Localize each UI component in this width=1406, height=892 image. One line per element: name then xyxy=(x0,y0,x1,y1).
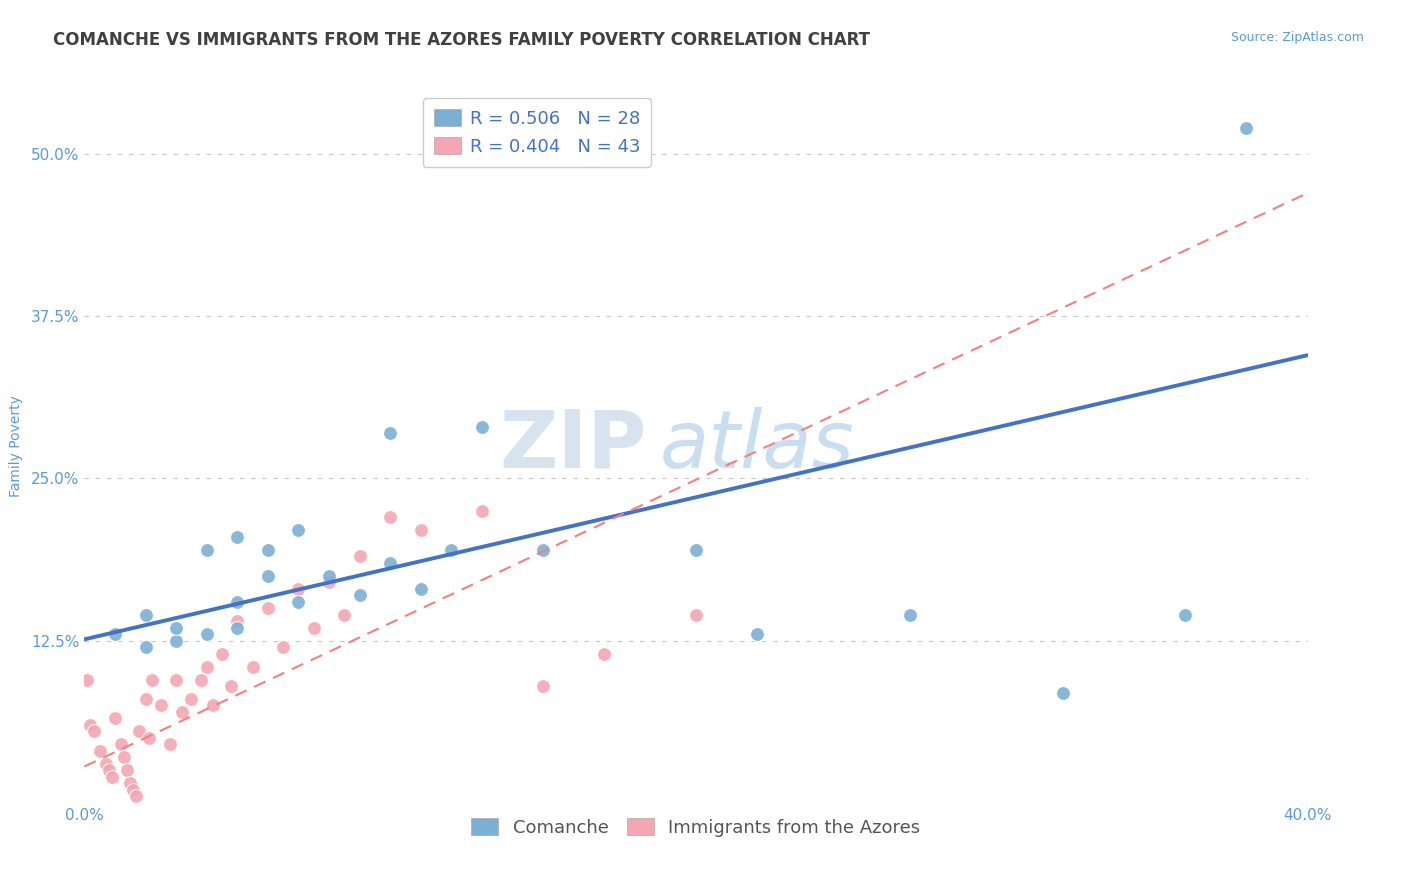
Point xyxy=(349,588,371,602)
Point xyxy=(531,542,554,557)
Point xyxy=(440,542,463,557)
Point xyxy=(135,640,157,654)
Point xyxy=(211,647,233,661)
Point xyxy=(747,627,769,641)
Point xyxy=(257,542,280,557)
Point xyxy=(165,673,187,687)
Text: Source: ZipAtlas.com: Source: ZipAtlas.com xyxy=(1230,31,1364,45)
Point xyxy=(226,621,249,635)
Text: ZIP: ZIP xyxy=(499,407,647,485)
Point xyxy=(318,568,340,582)
Point xyxy=(226,530,249,544)
Point xyxy=(349,549,371,564)
Point xyxy=(125,789,148,804)
Point xyxy=(685,542,707,557)
Point xyxy=(201,698,224,713)
Point xyxy=(219,679,242,693)
Point xyxy=(380,425,402,440)
Legend: Comanche, Immigrants from the Azores: Comanche, Immigrants from the Azores xyxy=(464,811,928,844)
Point xyxy=(685,607,707,622)
Point xyxy=(165,633,187,648)
Point xyxy=(101,770,124,784)
Point xyxy=(122,782,145,797)
Point xyxy=(172,705,194,719)
Point xyxy=(104,627,127,641)
Point xyxy=(271,640,294,654)
Point xyxy=(898,607,921,622)
Point xyxy=(318,575,340,590)
Point xyxy=(257,568,280,582)
Point xyxy=(190,673,212,687)
Point xyxy=(195,627,218,641)
Point xyxy=(471,504,494,518)
Point xyxy=(79,718,101,732)
Point xyxy=(471,419,494,434)
Point xyxy=(195,659,218,673)
Point xyxy=(380,510,402,524)
Point xyxy=(287,582,309,596)
Point xyxy=(159,738,181,752)
Point xyxy=(333,607,356,622)
Point xyxy=(128,724,150,739)
Point xyxy=(110,738,132,752)
Text: COMANCHE VS IMMIGRANTS FROM THE AZORES FAMILY POVERTY CORRELATION CHART: COMANCHE VS IMMIGRANTS FROM THE AZORES F… xyxy=(53,31,870,49)
Point xyxy=(195,542,218,557)
Point xyxy=(165,621,187,635)
Point xyxy=(120,776,142,790)
Point xyxy=(94,756,117,771)
Point xyxy=(242,659,264,673)
Point xyxy=(135,692,157,706)
Point xyxy=(531,679,554,693)
Point xyxy=(287,524,309,538)
Point xyxy=(287,595,309,609)
Point xyxy=(180,692,202,706)
Text: atlas: atlas xyxy=(659,407,853,485)
Point xyxy=(135,607,157,622)
Point xyxy=(226,614,249,628)
Point xyxy=(138,731,160,745)
Point xyxy=(89,744,111,758)
Point xyxy=(149,698,172,713)
Point xyxy=(302,621,325,635)
Point xyxy=(1236,121,1258,136)
Point xyxy=(97,764,120,778)
Point xyxy=(1052,685,1074,699)
Point xyxy=(76,673,98,687)
Point xyxy=(104,711,127,725)
Point xyxy=(257,601,280,615)
Point xyxy=(409,524,432,538)
Point xyxy=(409,582,432,596)
Point xyxy=(593,647,616,661)
Point xyxy=(226,595,249,609)
Point xyxy=(141,673,163,687)
Point xyxy=(115,764,138,778)
Y-axis label: Family Poverty: Family Poverty xyxy=(8,395,22,497)
Point xyxy=(83,724,105,739)
Point xyxy=(112,750,135,764)
Point xyxy=(380,556,402,570)
Point xyxy=(1174,607,1197,622)
